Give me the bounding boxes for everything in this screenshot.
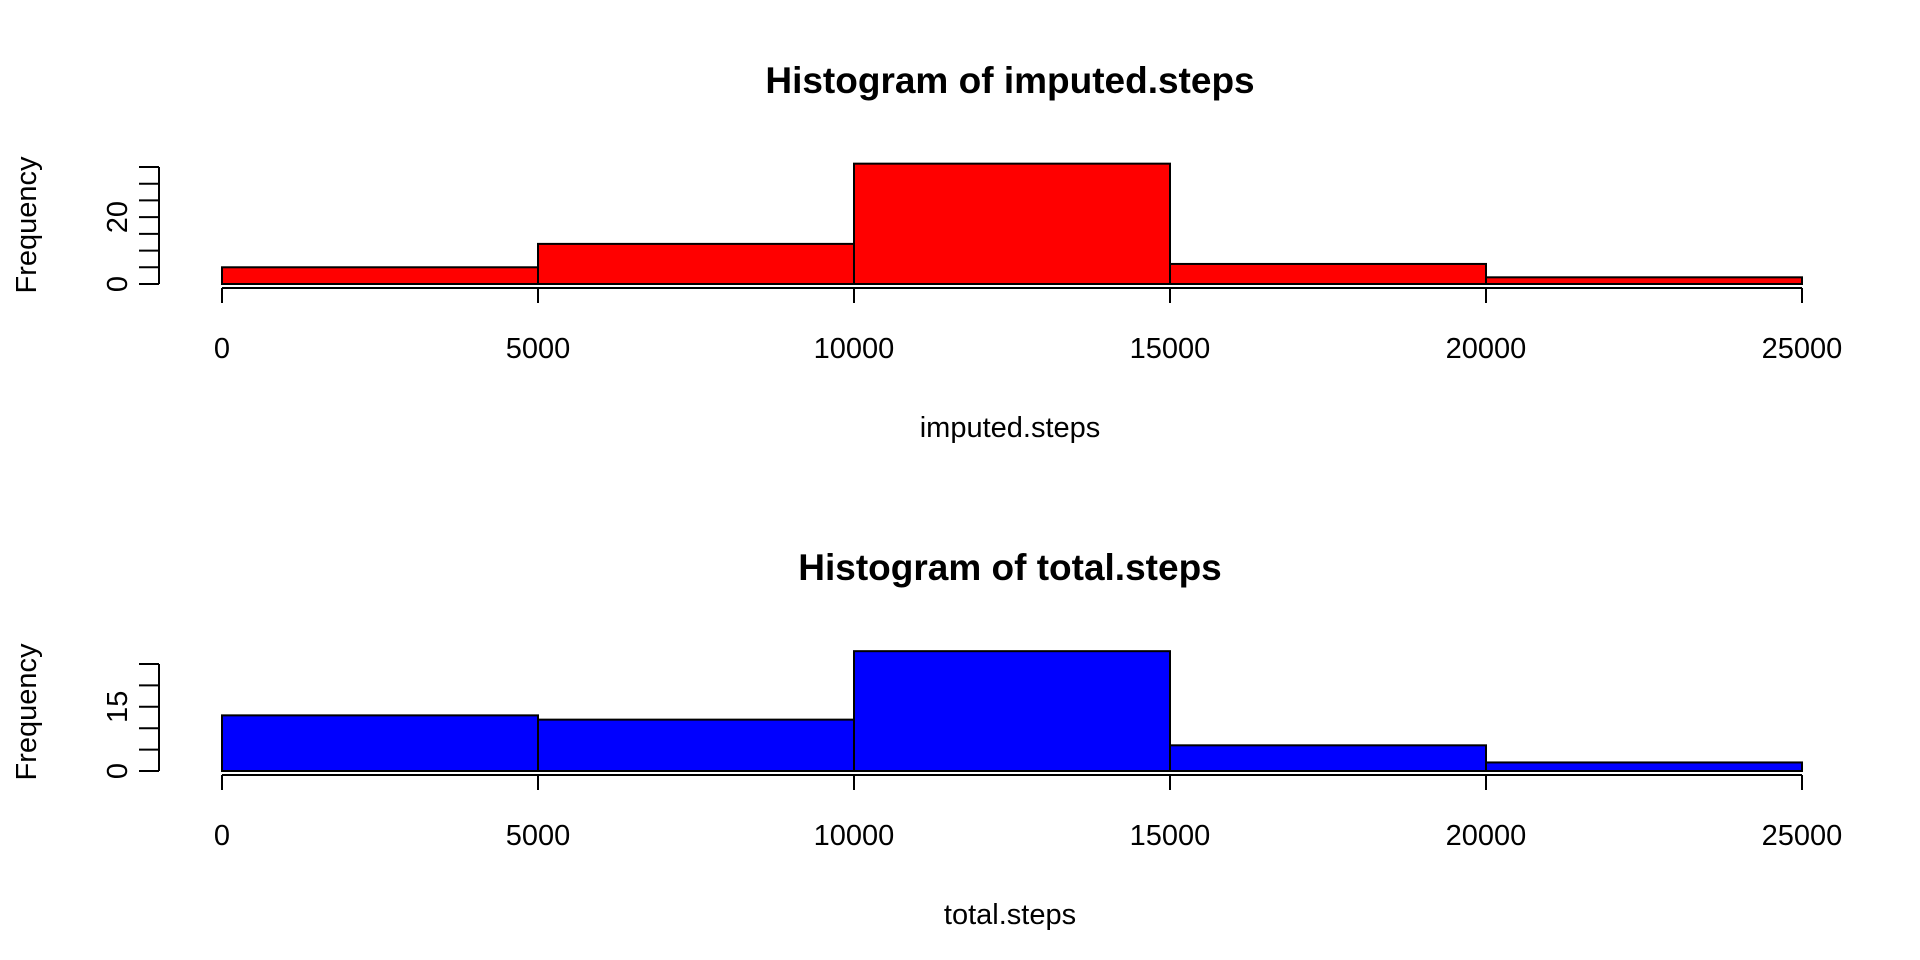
y-tick-label: 15 (102, 691, 134, 723)
y-tick-label: 20 (102, 201, 134, 233)
chart-title: Histogram of imputed.steps (765, 60, 1254, 101)
x-axis: 0 5000 10000 15000 20000 25000 (214, 774, 1843, 852)
histogram-bar-5 (1485, 276, 1803, 286)
x-tick-label: 5000 (506, 333, 571, 365)
histogram-bar-1 (221, 714, 539, 772)
y-axis: 0 20 (102, 166, 160, 292)
x-tick-label: 10000 (814, 333, 895, 365)
x-tick-label: 20000 (1446, 820, 1527, 852)
y-axis-label: Frequency (11, 156, 43, 294)
x-axis-label: total.steps (944, 899, 1076, 931)
x-tick-label: 0 (214, 820, 230, 852)
histogram-bar-2 (537, 242, 855, 285)
y-axis: 0 15 (102, 663, 160, 779)
histogram-bar-5 (1485, 761, 1803, 773)
x-tick-label: 15000 (1130, 820, 1211, 852)
x-tick-label: 0 (214, 333, 230, 365)
x-tick-label: 25000 (1762, 820, 1843, 852)
chart-title: Histogram of total.steps (798, 547, 1222, 588)
x-tick-label: 5000 (506, 820, 571, 852)
histogram-bar-2 (537, 718, 855, 773)
y-tick-label: 0 (102, 763, 134, 779)
histogram-bar-1 (221, 266, 539, 285)
y-axis-label: Frequency (11, 643, 43, 781)
histogram-bar-3 (853, 650, 1171, 772)
histogram-bar-4 (1169, 744, 1487, 773)
x-tick-label: 15000 (1130, 333, 1211, 365)
x-tick-label: 10000 (814, 820, 895, 852)
x-axis: 0 5000 10000 15000 20000 25000 (214, 287, 1843, 365)
bars (221, 162, 1803, 286)
histogram-panel-imputed-steps: Histogram of imputed.steps imputed.steps… (11, 60, 1842, 444)
bars (221, 650, 1803, 773)
y-tick-label: 0 (102, 276, 134, 292)
histogram-bar-3 (853, 162, 1171, 286)
histogram-bar-4 (1169, 262, 1487, 286)
histogram-panel-total-steps: Histogram of total.steps total.steps Fre… (11, 547, 1842, 931)
x-axis-label: imputed.steps (920, 412, 1101, 444)
x-tick-label: 20000 (1446, 333, 1527, 365)
x-tick-label: 25000 (1762, 333, 1843, 365)
